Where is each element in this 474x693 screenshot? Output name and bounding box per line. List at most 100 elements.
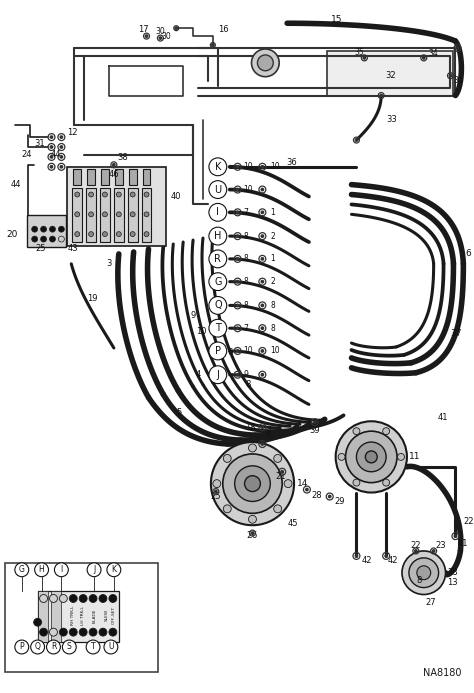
Text: 15: 15	[331, 15, 342, 24]
Bar	[73, 169, 81, 184]
Text: 34: 34	[428, 49, 438, 58]
Text: 42: 42	[361, 556, 372, 565]
Bar	[101, 169, 109, 184]
Circle shape	[248, 516, 256, 523]
Text: 41: 41	[457, 538, 468, 547]
Circle shape	[261, 443, 264, 445]
Circle shape	[383, 428, 390, 435]
Circle shape	[209, 227, 227, 245]
Text: 24: 24	[22, 150, 32, 159]
Circle shape	[50, 136, 53, 139]
Text: 2: 2	[270, 277, 275, 286]
Circle shape	[59, 628, 67, 636]
Text: 32: 32	[386, 71, 396, 80]
Circle shape	[432, 550, 435, 552]
Text: 30: 30	[454, 76, 463, 85]
Text: 2: 2	[270, 231, 275, 240]
Bar	[114, 188, 124, 242]
Circle shape	[346, 431, 397, 482]
Circle shape	[398, 453, 404, 460]
Circle shape	[248, 444, 256, 452]
Bar	[115, 169, 123, 184]
Text: 25: 25	[210, 492, 220, 501]
Circle shape	[209, 250, 227, 267]
Text: 9: 9	[244, 370, 248, 379]
Circle shape	[99, 628, 107, 636]
Text: 42: 42	[388, 556, 399, 565]
Circle shape	[281, 471, 283, 473]
Circle shape	[454, 535, 456, 537]
Circle shape	[116, 192, 121, 197]
Circle shape	[15, 640, 29, 654]
Text: OFF-SET: OFF-SET	[112, 606, 116, 624]
Circle shape	[89, 628, 97, 636]
Text: H: H	[214, 231, 221, 241]
FancyBboxPatch shape	[67, 167, 166, 246]
Circle shape	[146, 35, 148, 37]
Circle shape	[144, 231, 149, 236]
Circle shape	[237, 374, 239, 376]
Text: 3: 3	[107, 259, 112, 268]
Text: 36: 36	[287, 158, 298, 167]
Circle shape	[60, 136, 63, 139]
Circle shape	[209, 158, 227, 176]
Circle shape	[63, 640, 76, 654]
Circle shape	[89, 595, 97, 602]
Circle shape	[336, 421, 407, 493]
Text: T: T	[215, 323, 221, 333]
Text: 27: 27	[426, 598, 437, 607]
Circle shape	[113, 164, 115, 166]
Circle shape	[50, 146, 53, 148]
Text: 4: 4	[196, 370, 201, 379]
Circle shape	[107, 563, 121, 577]
Text: 12: 12	[67, 128, 78, 137]
Circle shape	[60, 156, 63, 158]
Text: U: U	[108, 642, 114, 651]
Text: 11: 11	[409, 453, 420, 462]
Circle shape	[102, 192, 108, 197]
Bar	[37, 590, 47, 642]
Text: 37: 37	[450, 328, 462, 337]
Circle shape	[99, 595, 107, 602]
Text: 22: 22	[464, 517, 474, 526]
Circle shape	[338, 453, 345, 460]
Text: 39: 39	[309, 426, 319, 435]
Circle shape	[50, 166, 53, 168]
Text: P: P	[19, 642, 24, 651]
Circle shape	[223, 455, 231, 462]
Circle shape	[102, 212, 108, 217]
Circle shape	[116, 231, 121, 236]
Circle shape	[79, 595, 87, 602]
Circle shape	[223, 454, 282, 514]
Text: 8: 8	[244, 231, 248, 240]
Circle shape	[75, 192, 80, 197]
Text: Q: Q	[35, 642, 41, 651]
Circle shape	[456, 47, 459, 49]
Circle shape	[261, 166, 264, 168]
Text: 16: 16	[218, 25, 228, 34]
Text: 20: 20	[7, 229, 18, 238]
Circle shape	[356, 442, 386, 472]
Circle shape	[237, 327, 239, 329]
Circle shape	[69, 595, 77, 602]
Circle shape	[261, 327, 264, 329]
Bar	[37, 590, 119, 642]
Circle shape	[175, 27, 177, 29]
Circle shape	[50, 156, 53, 158]
Text: 26: 26	[247, 531, 258, 540]
Circle shape	[75, 212, 80, 217]
Circle shape	[261, 350, 264, 352]
Text: 46: 46	[109, 170, 119, 179]
Circle shape	[353, 428, 360, 435]
Text: H: H	[39, 565, 45, 574]
Text: 30: 30	[162, 32, 171, 41]
Circle shape	[251, 532, 254, 534]
Text: SLEW: SLEW	[105, 609, 109, 622]
Circle shape	[273, 505, 282, 513]
Bar	[100, 188, 110, 242]
Bar	[143, 169, 150, 184]
Circle shape	[209, 366, 227, 384]
Circle shape	[261, 235, 264, 237]
Circle shape	[75, 231, 80, 236]
Text: I: I	[60, 565, 63, 574]
